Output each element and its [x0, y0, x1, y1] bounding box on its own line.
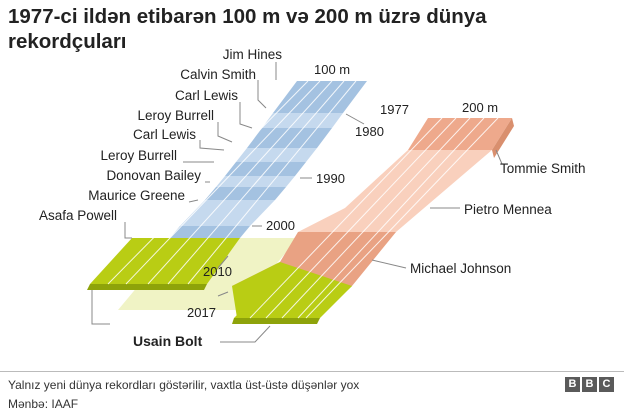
leaders-100m	[91, 62, 277, 343]
track-100m-lanes	[107, 80, 357, 285]
track-100m-2005-2008	[170, 226, 250, 238]
year-ticks	[217, 113, 503, 297]
year-label: 1980	[355, 124, 384, 139]
track-200m-lanes	[249, 117, 499, 319]
bbc-logo-letter: C	[599, 377, 614, 392]
track-100m-1980-1983	[262, 113, 343, 128]
track-label-200m: 200 m	[462, 100, 498, 115]
record-holder-100m: Leroy Burrell	[137, 108, 214, 123]
track-100m-1999-2005	[180, 200, 275, 226]
record-holder-200m: Pietro Mennea	[464, 202, 552, 217]
track-100m-bolt	[90, 238, 240, 284]
record-holder-200m: Tommie Smith	[500, 161, 586, 176]
record-holder-100m: Carl Lewis	[175, 88, 238, 103]
track-100m-bolt-front	[87, 284, 207, 290]
track-200m-side	[492, 118, 514, 158]
record-holder-100m: Calvin Smith	[180, 67, 256, 82]
records-100m-list: Jim Hines Calvin Smith Carl Lewis Leroy …	[39, 47, 282, 223]
record-holder-200m: Michael Johnson	[410, 261, 511, 276]
record-holder-100m: Donovan Bailey	[106, 168, 201, 183]
record-holder-100m: Leroy Burrell	[100, 148, 177, 163]
track-label-100m: 100 m	[314, 62, 350, 77]
record-holder-bolt: Usain Bolt	[133, 333, 203, 349]
track-100m	[87, 80, 367, 290]
chart-title: 1977-ci ildən etibarən 100 m və 200 m üz…	[8, 5, 487, 53]
footer-divider	[0, 371, 624, 372]
track-200m-1979-1996	[298, 150, 492, 232]
bbc-logo: B B C	[565, 377, 614, 392]
track-200m	[232, 117, 514, 324]
footnote: Yalnız yeni dünya rekordları göstərilir,…	[8, 378, 360, 392]
source-note: Mənbə: IAAF	[8, 397, 79, 411]
track-100m-1991-1994	[225, 162, 306, 176]
year-label: 1977	[380, 102, 409, 117]
bbc-logo-letter: B	[582, 377, 597, 392]
track-200m-bolt-full	[234, 270, 352, 318]
records-200m-list: Tommie Smith Pietro Mennea Michael Johns…	[410, 161, 586, 276]
records-diagram: 100 m 200 m 1977 1980 1990 2000 2010 201…	[39, 47, 586, 349]
bbc-logo-letter: B	[565, 377, 580, 392]
record-holder-100m: Asafa Powell	[39, 208, 117, 223]
record-holder-100m: Carl Lewis	[133, 127, 196, 142]
year-label: 2017	[187, 305, 216, 320]
track-200m-bolt-front	[232, 318, 320, 324]
track-100m-1983-1988	[247, 128, 332, 148]
record-holder-100m: Jim Hines	[223, 47, 283, 62]
year-label: 2000	[266, 218, 295, 233]
track-100m-1988-1991	[236, 148, 317, 162]
year-label: 1990	[316, 171, 345, 186]
year-label: 2010	[203, 264, 232, 279]
record-holder-100m: Maurice Greene	[88, 188, 185, 203]
